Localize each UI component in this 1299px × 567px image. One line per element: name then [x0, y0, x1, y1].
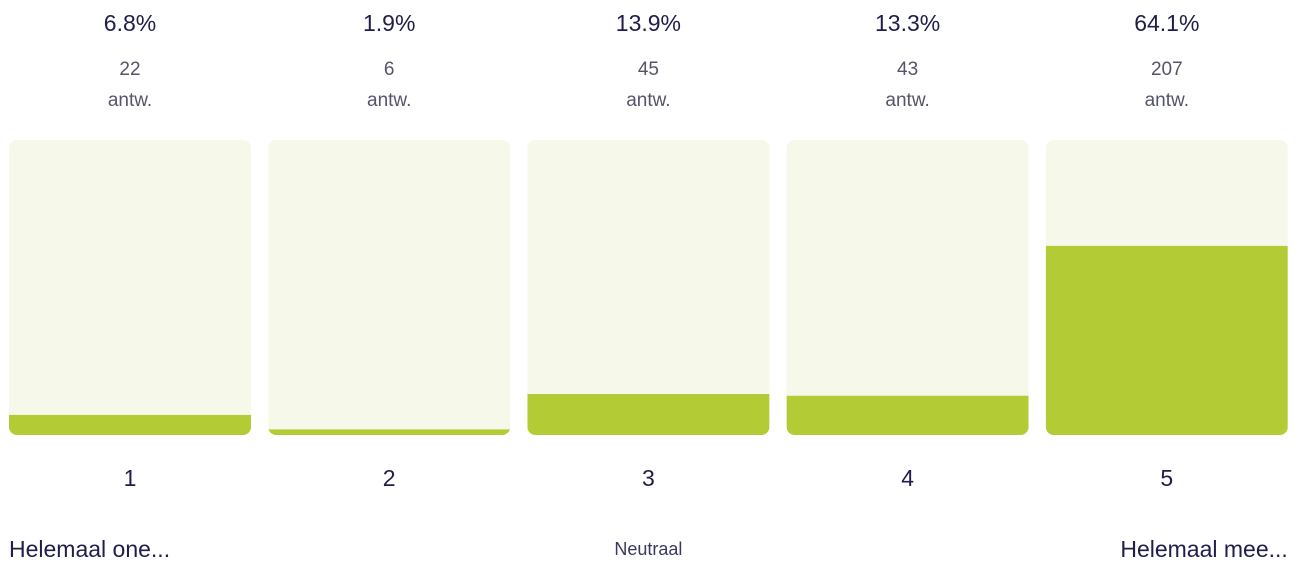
bar-track [268, 140, 511, 435]
category-label: 2 [383, 465, 396, 491]
scale-label-mid: Neutraal [614, 539, 682, 559]
count-unit: antw. [367, 90, 411, 111]
percent-label: 1.9% [363, 10, 415, 36]
bar-track [786, 140, 1029, 435]
bar-track [527, 140, 770, 435]
category-label: 5 [1160, 465, 1173, 491]
count-unit: antw. [1145, 90, 1189, 111]
count-unit: antw. [626, 90, 670, 111]
category-label: 1 [124, 465, 137, 491]
percent-label: 13.9% [616, 10, 681, 36]
category-label: 3 [642, 465, 655, 491]
count-unit: antw. [885, 90, 929, 111]
bar [9, 414, 251, 435]
percent-label: 13.3% [875, 10, 940, 36]
bar [527, 393, 770, 435]
percent-label: 64.1% [1134, 10, 1199, 36]
category-label: 4 [901, 465, 914, 491]
count-label: 207 [1151, 59, 1183, 80]
count-label: 45 [638, 59, 659, 80]
count-label: 43 [897, 59, 918, 80]
scale-label-left: Helemaal one... [9, 536, 170, 562]
bar-track [9, 140, 251, 435]
bar [1045, 245, 1288, 435]
scale-label-right: Helemaal mee... [1120, 536, 1287, 562]
bar [786, 395, 1029, 435]
count-label: 6 [384, 59, 395, 80]
count-label: 22 [119, 59, 140, 80]
bar [268, 429, 511, 435]
percent-label: 6.8% [104, 10, 156, 36]
count-unit: antw. [108, 90, 152, 111]
